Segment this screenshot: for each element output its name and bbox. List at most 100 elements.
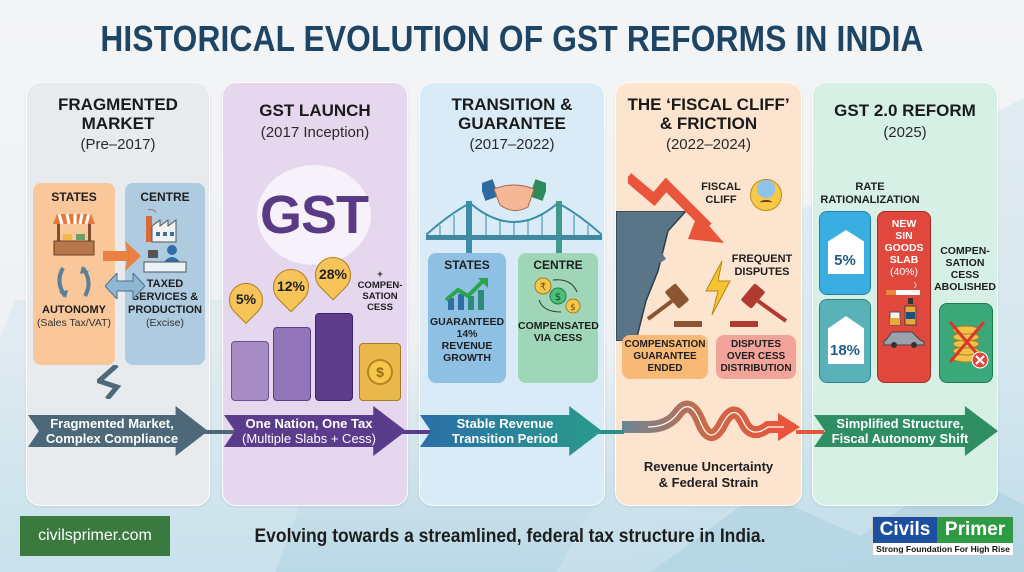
- slab-bar-28: [315, 313, 353, 401]
- frequent-disputes-label: FREQUENT DISPUTES: [726, 253, 798, 279]
- label-line: GUARANTEE: [633, 351, 697, 362]
- svg-text:₹: ₹: [540, 282, 546, 293]
- website-link[interactable]: civilsprimer.com: [20, 516, 170, 556]
- svg-text:$: $: [555, 292, 561, 303]
- label-line: ENDED: [647, 363, 683, 374]
- autonomy-sublabel: (Sales Tax/VAT): [36, 317, 112, 329]
- slab-label-5: 5%: [235, 291, 257, 307]
- alcohol-icon: [884, 298, 924, 326]
- logo-tagline: Strong Foundation For High Rise: [876, 544, 1010, 554]
- panel-subtitle: (Pre–2017): [80, 136, 156, 153]
- bridge-icon: [426, 201, 602, 257]
- states-box: STATES GUARANTEED 14% REVENUE GROWTH: [428, 253, 506, 383]
- label-line: SLAB: [889, 254, 919, 266]
- page-title: HISTORICAL EVOLUTION OF GST REFORMS IN I…: [100, 18, 924, 59]
- panel-title: MARKET: [81, 114, 155, 133]
- label-line: REVENUE: [441, 340, 493, 352]
- states-heading: STATES: [444, 258, 490, 272]
- arrow-subtext: (Multiple Slabs + Cess): [241, 431, 377, 446]
- revenue-uncertainty-caption: Revenue Uncertainty & Federal Strain: [616, 459, 801, 491]
- market-stall-icon: [49, 210, 99, 258]
- cliff-icon: [616, 211, 690, 341]
- caption-line: & Federal Strain: [658, 475, 759, 490]
- label-line: SIN: [895, 230, 913, 242]
- cess-coin-box: $: [359, 343, 401, 401]
- centre-label-line: PRODUCTION: [128, 304, 202, 316]
- cess-abolished-label: COMPEN- SATION CESS ABOLISHED: [933, 245, 997, 293]
- label-line: FISCAL: [701, 181, 741, 193]
- arrow-text: Complex Compliance: [45, 431, 179, 446]
- label-line: 14%: [456, 328, 478, 340]
- gst-badge: GST: [257, 165, 371, 265]
- panel-title: GUARANTEE: [458, 114, 566, 133]
- label-line: (40%): [889, 266, 918, 278]
- dollar-coin-icon: $: [367, 359, 393, 385]
- sin-goods-label: NEW SIN GOODS SLAB (40%): [878, 218, 930, 278]
- rate-5-box: 5%: [819, 211, 871, 295]
- centre-box: CENTRE TAXED SERVICES & PRODUCTION (Exci…: [125, 183, 205, 365]
- panel-title: GST 2.0 REFORM: [834, 101, 976, 120]
- label-line: ABOLISHED: [934, 281, 996, 293]
- falling-arrow-icon: [628, 173, 728, 247]
- label-line: OVER CESS: [726, 351, 786, 362]
- label-line: VIA CESS: [533, 332, 583, 344]
- panel-title: GST LAUNCH: [259, 101, 371, 120]
- label-line: FREQUENT: [731, 253, 793, 265]
- svg-text:$: $: [570, 303, 576, 313]
- panel-title: FRAGMENTED: [58, 95, 178, 114]
- footer-tagline: Evolving towards a streamlined, federal …: [254, 526, 766, 547]
- label-line: SATION: [945, 257, 985, 269]
- arrow-text: Stable Revenue: [456, 416, 554, 431]
- sin-goods-box: NEW SIN GOODS SLAB (40%): [877, 211, 931, 383]
- centre-compensated-label: COMPENSATED VIA CESS: [518, 320, 599, 344]
- label-line: RATE: [855, 181, 885, 193]
- panel-title: THE ‘FISCAL CLIFF’: [627, 95, 790, 114]
- panel-subtitle: (2017 Inception): [260, 124, 370, 141]
- rate-tag-5: 5%: [834, 252, 856, 269]
- label-line: DISTRIBUTION: [720, 363, 792, 374]
- label-line: DISPUTES: [730, 339, 781, 350]
- label-line: NEW: [891, 218, 917, 230]
- label-line: CLIFF: [705, 194, 737, 206]
- compensation-ended-label: COMPENSATION GUARANTEE ENDED: [622, 339, 708, 375]
- label-line: GOODS: [884, 242, 924, 254]
- logo-word-primer: Primer: [937, 517, 1013, 543]
- caption-line: Revenue Uncertainty: [643, 459, 774, 474]
- arrow-text: One Nation, One Tax: [245, 416, 373, 431]
- car-icon: [882, 328, 926, 348]
- timeline-connector: [596, 430, 624, 434]
- factory-icon: [142, 208, 188, 244]
- panel-fiscal-cliff: THE ‘FISCAL CLIFF’ & FRICTION (2022–2024…: [615, 82, 802, 506]
- slab-label-28: 28%: [318, 266, 348, 282]
- gst-badge-text: GST: [259, 185, 369, 245]
- panel-title: TRANSITION &: [451, 95, 573, 114]
- civils-primer-logo: Civils Primer Strong Foundation For High…: [872, 516, 1014, 556]
- panel-subtitle: (2017–2022): [469, 136, 555, 153]
- centre-box: CENTRE ₹ $ $ COMPENSATED VIA CESS: [518, 253, 599, 383]
- fiscal-cliff-label: FISCAL CLIFF: [696, 181, 746, 207]
- cess-label-line: CESS: [367, 302, 393, 313]
- gavel-left-icon: [644, 283, 704, 329]
- cess-label: + COMPEN- SATION CESS: [353, 269, 407, 313]
- slab-label-12: 12%: [276, 278, 306, 294]
- plus-sign: +: [377, 269, 383, 280]
- cigarette-icon: [884, 282, 924, 296]
- service-desk-icon: [142, 244, 188, 274]
- label-line: CESS: [950, 269, 980, 281]
- arrow-text: Simplified Structure,: [836, 416, 964, 431]
- label-line: GUARANTEED: [429, 316, 505, 328]
- crossed-coins-icon: [946, 318, 990, 370]
- arrow-text: Transition Period: [451, 431, 559, 446]
- states-guarantee-label: GUARANTEED 14% REVENUE GROWTH: [428, 316, 506, 364]
- label-line: COMPENSATION: [624, 339, 706, 350]
- centre-heading: CENTRE: [533, 258, 583, 272]
- handshake-icon: [482, 175, 546, 215]
- states-box: STATES AUTONOMY (Sales Tax/VAT): [33, 183, 115, 365]
- label-line: DISPUTES: [734, 266, 790, 278]
- panel-title: & FRICTION: [659, 114, 758, 133]
- gavel-right-icon: [726, 283, 792, 329]
- centre-sublabel: (Excise): [146, 317, 184, 329]
- centre-label-line: TAXED: [146, 278, 184, 290]
- cess-label-line: COMPEN-: [357, 280, 403, 291]
- compensation-ended-box: COMPENSATION GUARANTEE ENDED: [622, 335, 708, 379]
